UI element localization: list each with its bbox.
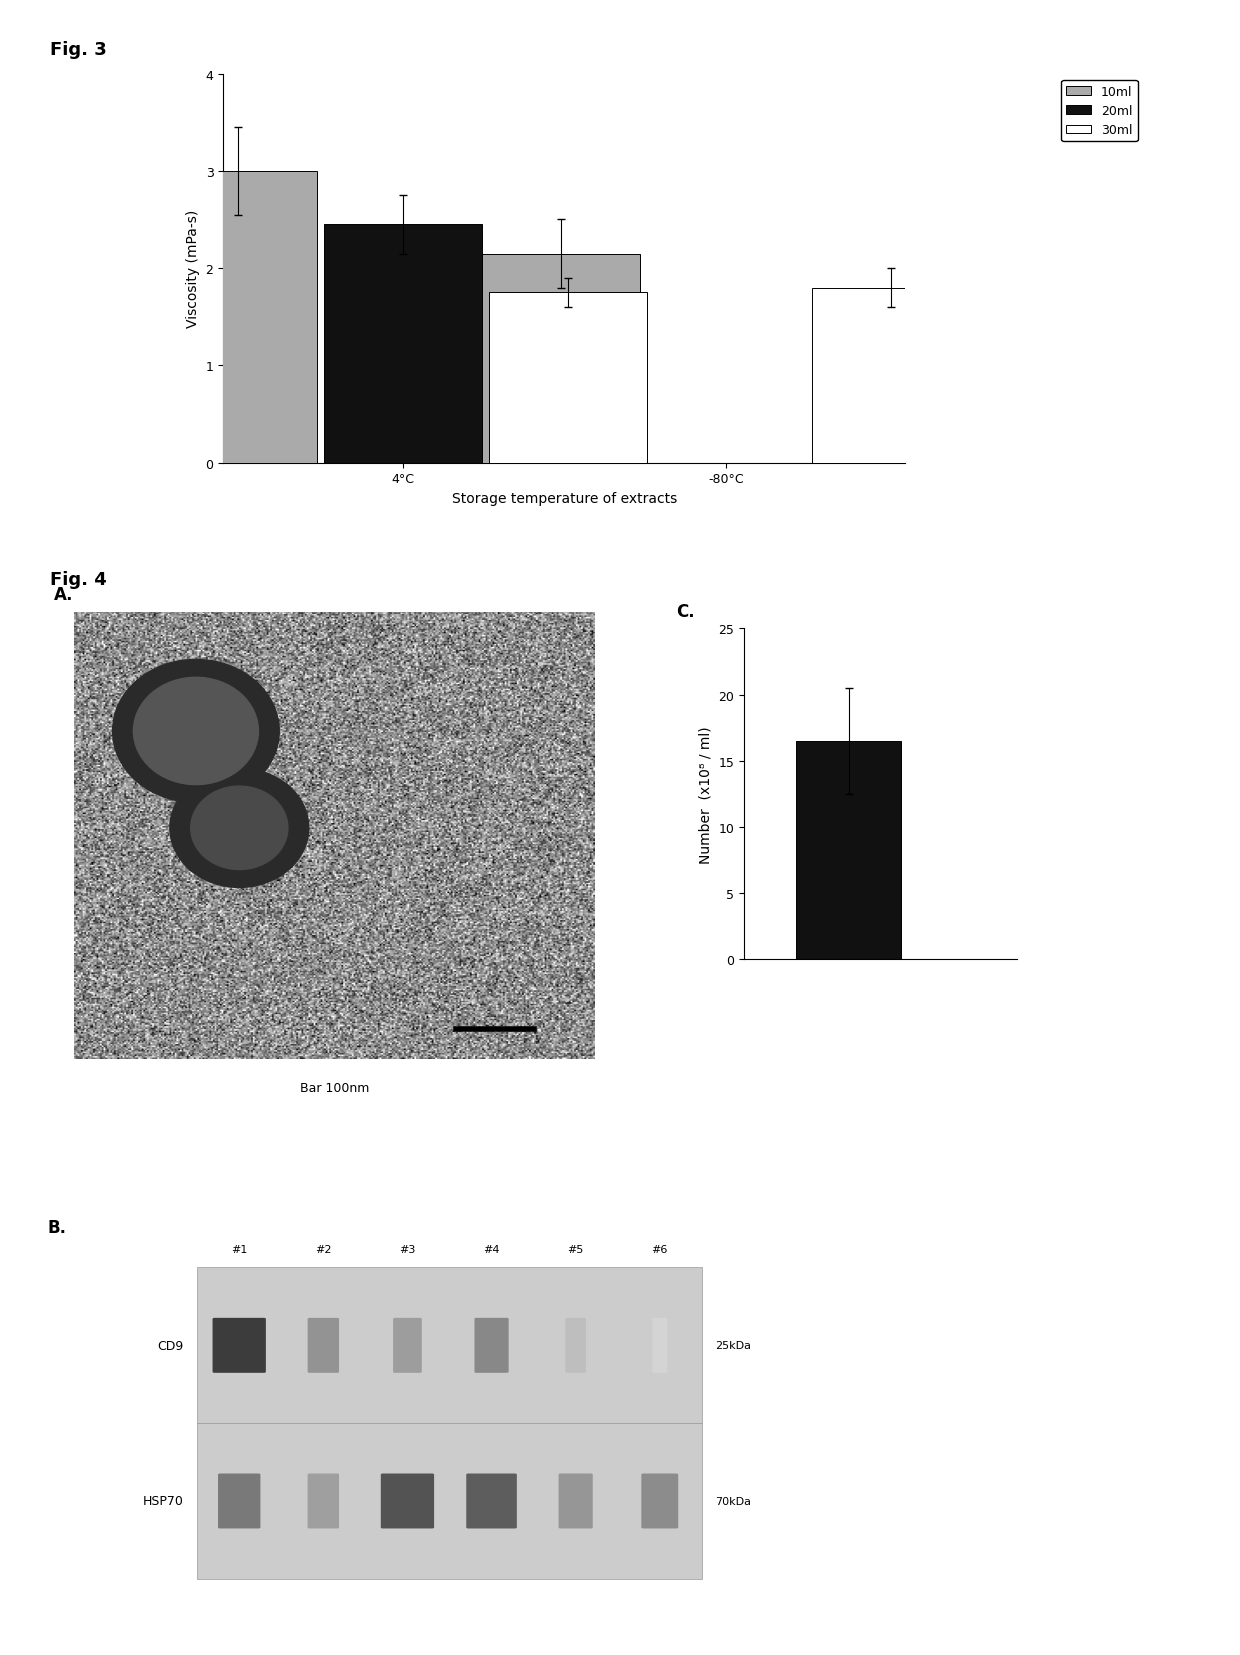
Text: A.: A. [53, 586, 73, 604]
Bar [812, 288, 970, 463]
FancyBboxPatch shape [466, 1473, 517, 1529]
Text: #1: #1 [231, 1245, 248, 1254]
Ellipse shape [191, 786, 288, 871]
Legend: 10ml, 20ml, 30ml: 10ml, 20ml, 30ml [1061, 81, 1137, 142]
Text: #6: #6 [651, 1245, 668, 1254]
FancyBboxPatch shape [641, 1473, 678, 1529]
Text: B.: B. [47, 1218, 66, 1236]
Text: #2: #2 [315, 1245, 331, 1254]
Bar [159, 172, 316, 463]
Bar [489, 293, 647, 463]
FancyBboxPatch shape [381, 1473, 434, 1529]
FancyBboxPatch shape [475, 1317, 508, 1374]
Text: #5: #5 [568, 1245, 584, 1254]
FancyBboxPatch shape [308, 1473, 339, 1529]
Bar [796, 741, 901, 960]
Text: Fig. 3: Fig. 3 [50, 41, 107, 60]
Text: C.: C. [676, 602, 694, 621]
FancyBboxPatch shape [212, 1317, 265, 1374]
Text: #4: #4 [484, 1245, 500, 1254]
Ellipse shape [113, 660, 279, 803]
FancyBboxPatch shape [565, 1317, 587, 1374]
Bar [481, 255, 640, 463]
X-axis label: Storage temperature of extracts: Storage temperature of extracts [451, 492, 677, 506]
Text: #3: #3 [399, 1245, 415, 1254]
Ellipse shape [134, 679, 258, 784]
FancyBboxPatch shape [558, 1473, 593, 1529]
Text: 25kDa: 25kDa [715, 1341, 751, 1350]
FancyBboxPatch shape [393, 1317, 422, 1374]
Ellipse shape [170, 768, 309, 887]
Text: 70kDa: 70kDa [715, 1496, 751, 1506]
Y-axis label: Number  (x10⁸ / ml): Number (x10⁸ / ml) [699, 725, 713, 864]
Text: Fig. 4: Fig. 4 [50, 571, 107, 589]
Text: Bar 100nm: Bar 100nm [300, 1082, 370, 1094]
FancyBboxPatch shape [308, 1317, 339, 1374]
Text: HSP70: HSP70 [143, 1494, 184, 1508]
Bar [324, 225, 481, 463]
FancyBboxPatch shape [218, 1473, 260, 1529]
Y-axis label: Viscosity (mPa-s): Viscosity (mPa-s) [186, 210, 200, 328]
FancyBboxPatch shape [652, 1317, 667, 1374]
Bar [197, 1268, 702, 1423]
Text: CD9: CD9 [157, 1339, 184, 1352]
Bar [197, 1423, 702, 1579]
